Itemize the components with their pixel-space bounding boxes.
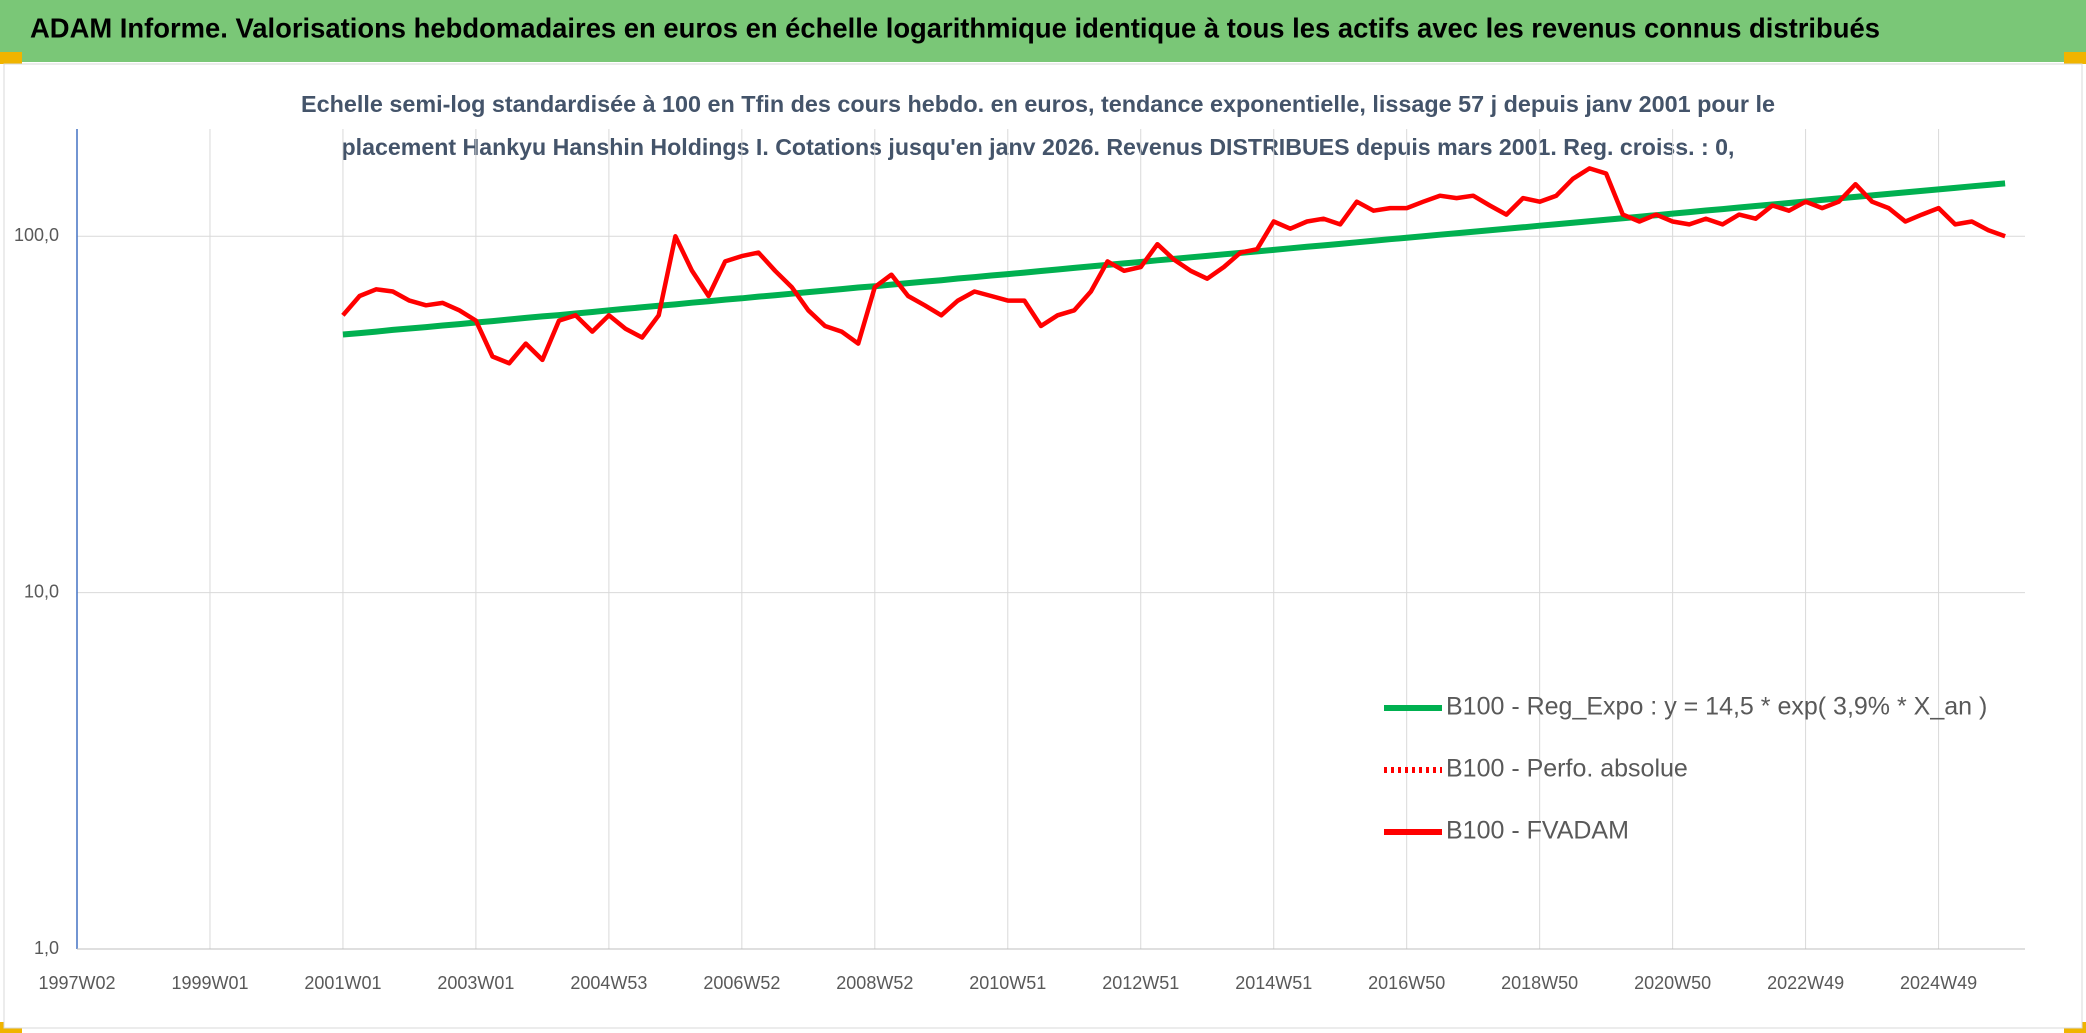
x-tick-label: 2006W52 [703, 973, 780, 993]
legend-label: B100 - FVADAM [1446, 817, 1629, 845]
x-tick-label: 2024W49 [1900, 973, 1977, 993]
x-tick-label: 2004W53 [570, 973, 647, 993]
x-tick-label: 2016W50 [1368, 973, 1445, 993]
x-tick-label: 2014W51 [1235, 973, 1312, 993]
header-title: ADAM Informe. Valorisations hebdomadaire… [30, 12, 1880, 43]
y-tick-label: 1,0 [34, 938, 59, 958]
x-tick-label: 2022W49 [1767, 973, 1844, 993]
legend-label: B100 - Perfo. absolue [1446, 755, 1688, 783]
x-tick-label: 2003W01 [437, 973, 514, 993]
x-tick-label: 2001W01 [304, 973, 381, 993]
x-tick-label: 2020W50 [1634, 973, 1711, 993]
y-tick-label: 10,0 [24, 581, 59, 601]
header-bar [0, 0, 2086, 62]
corner [0, 52, 22, 64]
x-tick-label: 2012W51 [1102, 973, 1179, 993]
x-tick-label: 1997W02 [38, 973, 115, 993]
legend-label: B100 - Reg_Expo : y = 14,5 * exp( 3,9% *… [1446, 693, 1987, 721]
chart-title: Echelle semi-log standardisée à 100 en T… [301, 91, 1775, 117]
x-tick-label: 2010W51 [969, 973, 1046, 993]
corner [2064, 52, 2086, 64]
x-tick-label: 2008W52 [836, 973, 913, 993]
x-tick-label: 1999W01 [171, 973, 248, 993]
chart-subtitle: placement Hankyu Hanshin Holdings I. Cot… [342, 134, 1735, 160]
x-tick-label: 2018W50 [1501, 973, 1578, 993]
series-line [341, 166, 2006, 366]
chart-frame [3, 63, 2083, 1029]
y-tick-label: 100,0 [14, 225, 59, 245]
